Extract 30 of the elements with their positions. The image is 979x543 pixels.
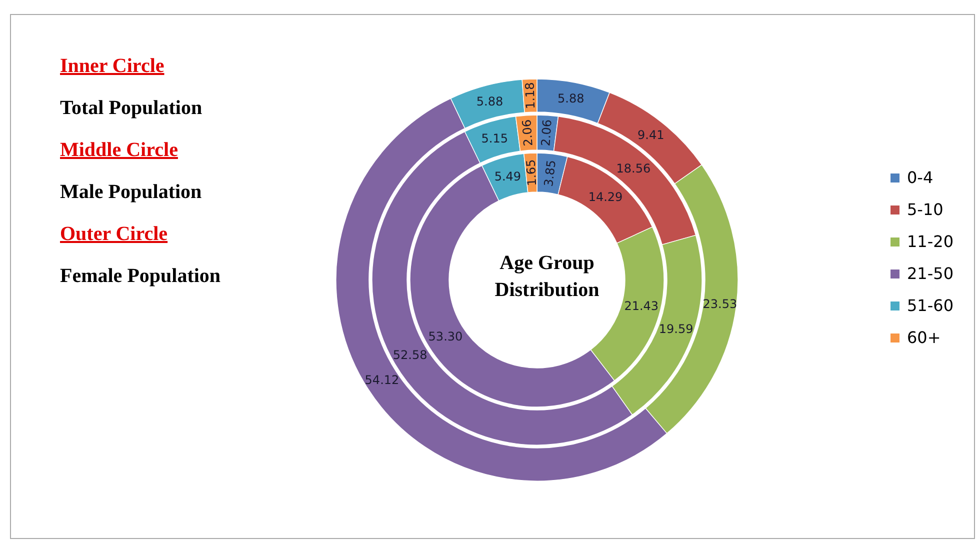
data-label: 3.85 — [541, 159, 559, 188]
data-label: 52.58 — [392, 348, 428, 362]
data-label: 1.18 — [522, 82, 538, 110]
data-label: 14.29 — [588, 190, 623, 204]
data-label: 2.06 — [520, 119, 536, 147]
legend-label: 21-50 — [907, 264, 954, 283]
data-label: 1.65 — [524, 158, 540, 186]
data-label: 19.59 — [658, 322, 694, 336]
data-label: 54.12 — [364, 373, 400, 388]
legend-label: 60+ — [907, 328, 941, 347]
data-label: 5.49 — [494, 170, 522, 184]
data-label: 9.41 — [638, 128, 664, 142]
legend-label: 11-20 — [907, 232, 954, 251]
data-label: 5.15 — [481, 132, 508, 146]
data-label: 5.88 — [476, 94, 504, 109]
data-label: 5.88 — [558, 92, 584, 106]
text: Outer Circle — [60, 222, 169, 247]
data-label: 2.06 — [538, 119, 554, 147]
text: Middle Circle — [60, 138, 179, 163]
text: Total Population — [60, 96, 204, 121]
legend-label: 51-60 — [907, 296, 954, 315]
data-label: 18.56 — [616, 161, 651, 176]
text: Male Population — [60, 180, 203, 205]
data-label: 53.30 — [428, 329, 463, 344]
text: Age Group Distribution — [494, 251, 600, 303]
legend-label: 0-4 — [907, 168, 934, 187]
data-label: 21.43 — [624, 298, 659, 313]
text: Inner Circle — [60, 54, 166, 79]
text: Female Population — [60, 264, 222, 289]
legend-label: 5-10 — [907, 200, 944, 219]
